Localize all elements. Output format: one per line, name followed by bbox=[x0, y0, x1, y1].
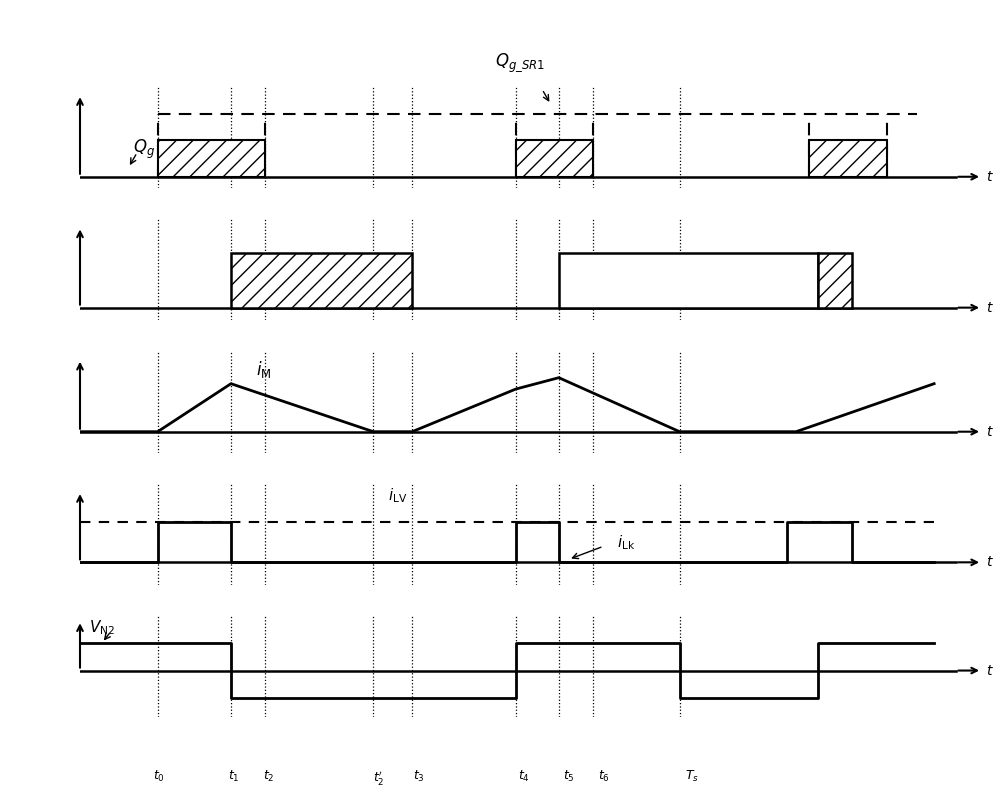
Text: $t$: $t$ bbox=[986, 170, 994, 184]
Bar bbox=[809, 140, 887, 177]
Text: $t$: $t$ bbox=[986, 556, 994, 569]
Text: $t_3$: $t_3$ bbox=[413, 769, 425, 784]
Text: $T_s$: $T_s$ bbox=[685, 769, 699, 784]
Text: $t_2$: $t_2$ bbox=[263, 769, 275, 784]
Text: $t_0$: $t_0$ bbox=[153, 769, 165, 784]
Bar bbox=[158, 140, 265, 177]
Text: $t_1$: $t_1$ bbox=[228, 769, 240, 784]
Text: $t_6$: $t_6$ bbox=[598, 769, 610, 784]
Text: $t_4$: $t_4$ bbox=[518, 769, 530, 784]
Bar bbox=[818, 253, 852, 308]
Bar bbox=[231, 253, 412, 308]
Text: $Q_g$: $Q_g$ bbox=[133, 138, 155, 161]
Text: $t_2'$: $t_2'$ bbox=[373, 769, 385, 787]
Text: $i_{\mathrm{Lk}}$: $i_{\mathrm{Lk}}$ bbox=[617, 533, 635, 552]
Text: $Q_{g\_SR2}$: $Q_{g\_SR2}$ bbox=[689, 256, 739, 279]
Bar bbox=[559, 253, 818, 308]
Text: $i_{\mathrm{M}}$: $i_{\mathrm{M}}$ bbox=[256, 359, 271, 379]
Text: $t$: $t$ bbox=[986, 664, 994, 677]
Text: $Q_{g\_SR1}$: $Q_{g\_SR1}$ bbox=[495, 51, 545, 74]
Text: $t_5$: $t_5$ bbox=[563, 769, 574, 784]
Text: $i_{\mathrm{LV}}$: $i_{\mathrm{LV}}$ bbox=[388, 486, 407, 505]
Text: $t$: $t$ bbox=[986, 300, 994, 315]
Text: $t$: $t$ bbox=[986, 425, 994, 438]
Text: $V_{\mathrm{N2}}$: $V_{\mathrm{N2}}$ bbox=[89, 618, 115, 637]
Bar bbox=[516, 140, 593, 177]
